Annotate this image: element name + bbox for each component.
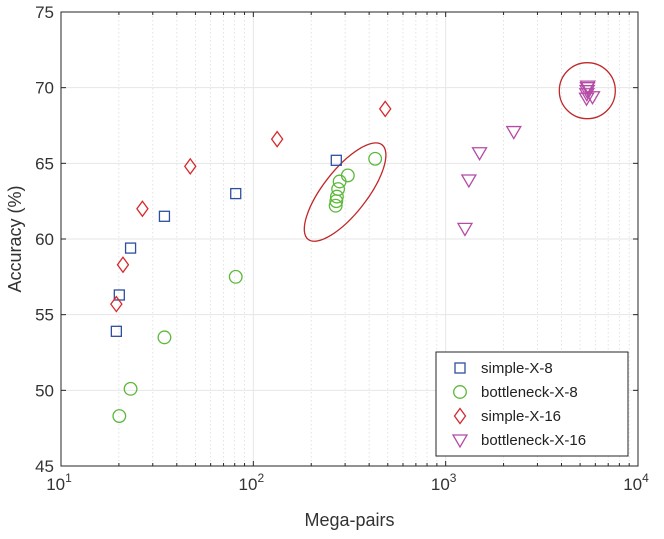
data-point	[110, 325, 123, 337]
legend-item: simple-X-16	[453, 407, 561, 425]
data-point	[116, 256, 130, 274]
x-tick-label: 103	[431, 471, 457, 494]
y-tick-label: 55	[35, 306, 54, 325]
y-tick-label: 65	[35, 154, 54, 173]
data-point	[329, 189, 344, 204]
legend-marker	[453, 407, 467, 425]
data-point	[505, 125, 522, 140]
data-point	[340, 168, 355, 183]
axis-ticks: 45 50 55 60 65 70 75 101 102 103 104	[35, 3, 649, 494]
y-axis-label: Accuracy (%)	[5, 185, 25, 292]
legend-label: bottleneck-X-8	[481, 384, 578, 401]
data-point	[460, 174, 477, 189]
legend-marker	[451, 434, 469, 449]
data-point	[456, 222, 474, 237]
annotation-circle	[558, 62, 616, 120]
x-tick-label: 102	[239, 471, 265, 494]
data-point	[158, 210, 171, 222]
y-tick-label: 50	[35, 381, 54, 400]
annotation-ellipse	[303, 142, 387, 242]
data-point	[471, 147, 488, 162]
data-point	[136, 200, 149, 218]
data-point	[230, 187, 242, 200]
data-point	[183, 157, 197, 175]
series-bottleneck-X-16	[456, 80, 601, 237]
legend-box	[435, 351, 629, 457]
data-point	[578, 88, 595, 103]
y-tick-label: 60	[35, 230, 54, 249]
x-tick-label: 101	[46, 471, 72, 494]
legend-label: simple-X-8	[481, 360, 553, 377]
data-point	[157, 330, 172, 345]
data-point	[330, 154, 342, 166]
legend: simple-X-8 bottleneck-X-8 simple-X-16 bottl…	[435, 351, 629, 457]
data-point	[584, 91, 601, 106]
data-point	[368, 151, 383, 166]
data-point	[270, 130, 284, 148]
series-simple-X-8	[110, 154, 342, 337]
y-tick-label: 70	[35, 79, 54, 98]
data-point	[124, 242, 137, 254]
data-point	[228, 269, 243, 284]
annotations	[303, 62, 616, 242]
data-point	[123, 381, 138, 396]
x-axis-label: Mega-pairs	[304, 510, 394, 530]
data-point	[110, 295, 123, 313]
data-point	[378, 100, 392, 118]
series-bottleneck-X-8	[112, 151, 383, 424]
legend-marker	[454, 362, 466, 374]
y-tick-label: 45	[35, 457, 54, 476]
y-tick-label: 75	[35, 3, 54, 22]
legend-label: bottleneck-X-16	[481, 432, 586, 449]
data-point	[579, 80, 596, 95]
legend-label: simple-X-16	[481, 408, 561, 425]
legend-item: simple-X-8	[454, 360, 553, 377]
data-point	[112, 409, 127, 424]
data-point	[328, 198, 343, 213]
legend-item: bottleneck-X-16	[451, 432, 586, 449]
series-simple-X-16	[110, 100, 392, 313]
legend-item: bottleneck-X-8	[453, 384, 578, 401]
x-tick-label: 104	[623, 471, 649, 494]
data-point	[331, 182, 346, 197]
legend-marker	[453, 385, 467, 399]
data-points	[110, 80, 601, 424]
